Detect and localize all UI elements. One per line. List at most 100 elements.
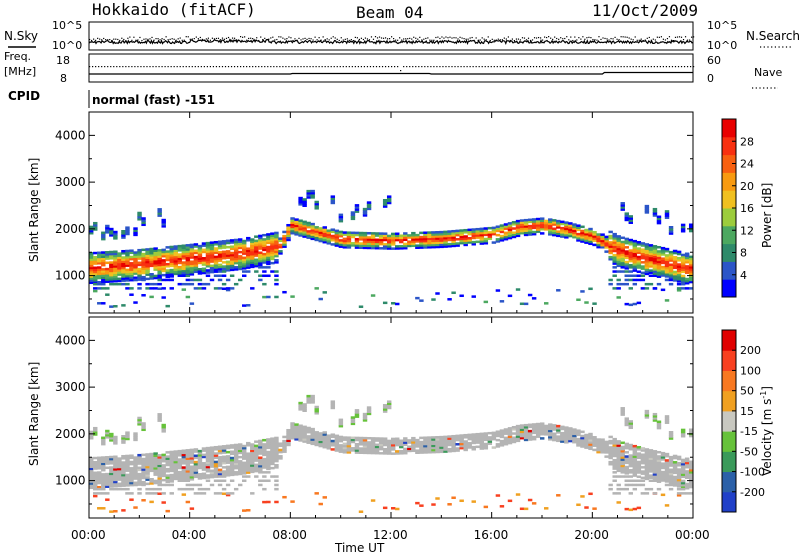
nsearch-point [664,39,667,41]
power-cell [479,231,485,235]
velocity-cell [157,470,162,474]
velocity-cell [664,459,670,462]
power-cell [407,236,412,239]
velocity-cell [290,436,295,440]
power-cell [624,239,629,243]
power-cell [668,253,674,256]
velocity-cell [568,437,573,441]
colorbar-segment [722,208,736,227]
power-cell [668,263,674,267]
power-cell [342,246,348,249]
power-cell [664,210,670,213]
nsearch-point [646,37,648,39]
power-cell [423,231,428,234]
velocity-cell [608,439,613,443]
velocity-cell [282,448,287,451]
power-cell [137,276,142,279]
power-cell [531,230,537,234]
power-cell [672,249,678,253]
power-cell [487,231,493,234]
velocity-cell [101,483,106,487]
velocity-cell [109,476,114,480]
power-cell [382,242,388,246]
velocity-cell [358,451,364,454]
velocity-cell [197,466,203,470]
power-cell [181,263,187,266]
nave-point [273,66,275,68]
power-cell [93,281,98,284]
velocity-cell [161,457,166,461]
velocity-cell [314,439,319,442]
velocity-cell [93,484,98,487]
velocity-cell [688,485,694,489]
velocity-cell [419,445,424,448]
velocity-cell [89,476,94,479]
velocity-cell [354,411,360,414]
power-cell [177,244,183,248]
power-cell [229,241,235,244]
power-cell [539,223,545,227]
power-cell [515,219,521,223]
power-cell [684,279,690,283]
power-cell [668,259,674,262]
velocity-cell [580,436,585,440]
velocity-cell [121,473,126,477]
power-cell [121,236,126,239]
time-tick-label: 04:00 [172,528,207,542]
power-cell [596,235,601,238]
power-cell [197,272,203,275]
power-cell [382,238,388,242]
velocity-cell [386,445,392,449]
velocity-cell [350,438,356,442]
power-cell [636,251,642,255]
nsearch-point [183,39,185,41]
velocity-cell [109,455,114,459]
power-cell [137,274,142,277]
velocity-cell [209,448,215,452]
power-cell [680,260,686,263]
nsearch-point [378,36,381,38]
nave-point [569,66,571,68]
velocity-cell [262,500,267,504]
velocity-cell [97,485,102,489]
nave-point [294,66,296,68]
power-cell [193,262,199,265]
power-cell [250,261,255,264]
velocity-cell [217,462,223,465]
nsearch-point [324,38,326,41]
power-cell [141,265,146,268]
power-cell [668,250,674,254]
power-cell [648,256,654,260]
velocity-cell [596,442,601,445]
velocity-cell [193,454,199,458]
velocity-cell [262,451,267,455]
power-cell [330,201,336,205]
velocity-cell [242,461,247,465]
nave-point [348,66,350,68]
velocity-cell [664,419,670,422]
power-cell [366,203,372,206]
velocity-cell [137,487,142,491]
velocity-cell [608,460,613,464]
power-cell [628,219,633,222]
velocity-cell [262,459,267,463]
velocity-cell [483,438,489,442]
velocity-cell [137,481,142,484]
velocity-cell [564,438,569,442]
nsearch-point [503,37,505,39]
velocity-cell [624,465,629,469]
power-cell [338,215,344,219]
velocity-cell [133,460,138,463]
velocity-cell [564,426,569,429]
power-cell [117,267,122,270]
power-cell [648,244,654,247]
power-cell [213,268,219,271]
power-cell [262,261,267,264]
power-cell [89,277,94,280]
colorbar-segment [722,243,736,262]
nsearch-point [284,38,286,40]
velocity-cell [229,469,235,472]
nsearch-point [626,36,628,38]
velocity-cell [141,474,146,478]
nave-point [267,66,269,68]
